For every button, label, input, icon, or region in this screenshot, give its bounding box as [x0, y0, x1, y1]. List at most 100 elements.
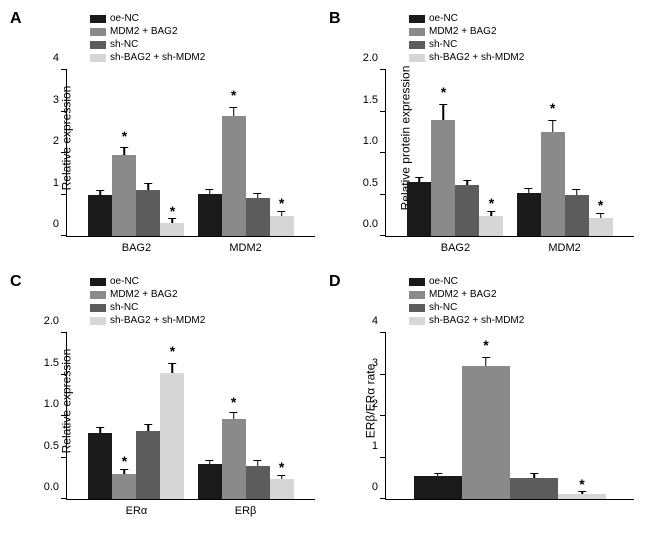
significance-marker: *: [122, 128, 127, 144]
significance-marker: *: [170, 343, 175, 359]
bar: [198, 464, 222, 499]
legend-swatch: [90, 291, 106, 299]
y-tick-label: 2: [53, 135, 59, 147]
legend-item: sh-NC: [409, 301, 524, 314]
bar: *: [222, 116, 246, 236]
legend-item: sh-NC: [90, 38, 205, 51]
significance-marker: *: [231, 87, 236, 103]
y-tick-label: 0: [372, 481, 378, 493]
x-tick-label: ERβ: [235, 505, 257, 517]
error-bar: [533, 474, 535, 478]
error-bar: [100, 191, 102, 194]
legend-item: sh-BAG2 + sh-MDM2: [409, 51, 524, 64]
plot-area: 0.00.51.01.52.0BAG2**MDM2**: [385, 70, 634, 237]
bar: *: [589, 218, 613, 236]
plot-area: 0.00.51.01.52.0ERα**ERβ**: [66, 333, 315, 500]
bar: [414, 476, 462, 499]
bar: [455, 185, 479, 236]
legend-label: MDM2 + BAG2: [110, 25, 178, 38]
legend-swatch: [409, 54, 425, 62]
bar: *: [112, 474, 136, 499]
bar: *: [479, 216, 503, 236]
bar: [136, 190, 160, 236]
bar: *: [160, 373, 184, 499]
legend-swatch: [90, 28, 106, 36]
panel-A: Aoe-NCMDM2 + BAG2sh-NCsh-BAG2 + sh-MDM2R…: [10, 10, 321, 265]
error-bar: [419, 178, 421, 182]
y-tick-label: 2: [372, 398, 378, 410]
error-bar: [124, 470, 126, 474]
legend-label: sh-NC: [429, 301, 457, 314]
legend-item: MDM2 + BAG2: [409, 288, 524, 301]
legend-label: sh-NC: [429, 38, 457, 51]
bar: *: [222, 419, 246, 499]
y-tick: [380, 235, 386, 236]
legend-item: oe-NC: [90, 12, 205, 25]
bar: [407, 182, 431, 236]
bar: [136, 431, 160, 499]
significance-marker: *: [441, 84, 446, 100]
bar: *: [541, 132, 565, 236]
bar: [88, 433, 112, 499]
y-tick: [380, 111, 386, 112]
legend-label: oe-NC: [429, 12, 458, 25]
x-tick-label: MDM2: [229, 242, 261, 254]
legend-item: oe-NC: [409, 275, 524, 288]
legend-label: sh-BAG2 + sh-MDM2: [110, 314, 205, 327]
y-tick-label: 1.0: [363, 135, 378, 147]
y-tick: [61, 235, 67, 236]
y-tick: [61, 457, 67, 458]
significance-marker: *: [122, 453, 127, 469]
significance-marker: *: [579, 476, 584, 492]
error-bar: [148, 184, 150, 190]
error-bar: [172, 364, 174, 373]
legend-label: sh-BAG2 + sh-MDM2: [429, 314, 524, 327]
y-tick: [61, 152, 67, 153]
bar: [246, 198, 270, 236]
y-tick: [61, 415, 67, 416]
y-tick-label: 0.5: [363, 177, 378, 189]
y-tick: [61, 498, 67, 499]
y-tick-label: 3: [372, 357, 378, 369]
error-bar: [552, 121, 554, 133]
legend: oe-NCMDM2 + BAG2sh-NCsh-BAG2 + sh-MDM2: [409, 12, 524, 64]
panel-letter: B: [329, 10, 341, 28]
bar: *: [270, 216, 294, 236]
y-tick: [380, 498, 386, 499]
legend-swatch: [90, 278, 106, 286]
y-tick-label: 0.5: [44, 440, 59, 452]
error-bar: [528, 189, 530, 193]
chart-grid: Aoe-NCMDM2 + BAG2sh-NCsh-BAG2 + sh-MDM2R…: [10, 10, 640, 528]
legend-item: sh-BAG2 + sh-MDM2: [409, 314, 524, 327]
legend-item: sh-NC: [90, 301, 205, 314]
bar: [517, 193, 541, 236]
legend-swatch: [409, 41, 425, 49]
error-bar: [172, 219, 174, 222]
panel-letter: A: [10, 10, 22, 28]
y-tick-label: 0: [53, 218, 59, 230]
error-bar: [576, 190, 578, 194]
y-tick: [380, 415, 386, 416]
y-tick-label: 1: [53, 177, 59, 189]
bar: [510, 478, 558, 499]
panel-letter: C: [10, 273, 22, 291]
significance-marker: *: [231, 394, 236, 410]
legend: oe-NCMDM2 + BAG2sh-NCsh-BAG2 + sh-MDM2: [409, 275, 524, 327]
y-tick-label: 0.0: [363, 218, 378, 230]
x-tick-label: BAG2: [122, 242, 151, 254]
y-tick: [380, 152, 386, 153]
significance-marker: *: [279, 459, 284, 475]
error-bar: [437, 474, 439, 476]
error-bar: [491, 212, 493, 216]
legend-swatch: [409, 317, 425, 325]
legend-item: oe-NC: [409, 12, 524, 25]
error-bar: [209, 461, 211, 464]
significance-marker: *: [598, 197, 603, 213]
bar: [88, 195, 112, 237]
error-bar: [581, 492, 583, 494]
bar: [565, 195, 589, 237]
plot-area: 01234BAG2**MDM2**: [66, 70, 315, 237]
legend-item: sh-BAG2 + sh-MDM2: [90, 314, 205, 327]
error-bar: [233, 413, 235, 420]
legend-label: oe-NC: [110, 12, 139, 25]
